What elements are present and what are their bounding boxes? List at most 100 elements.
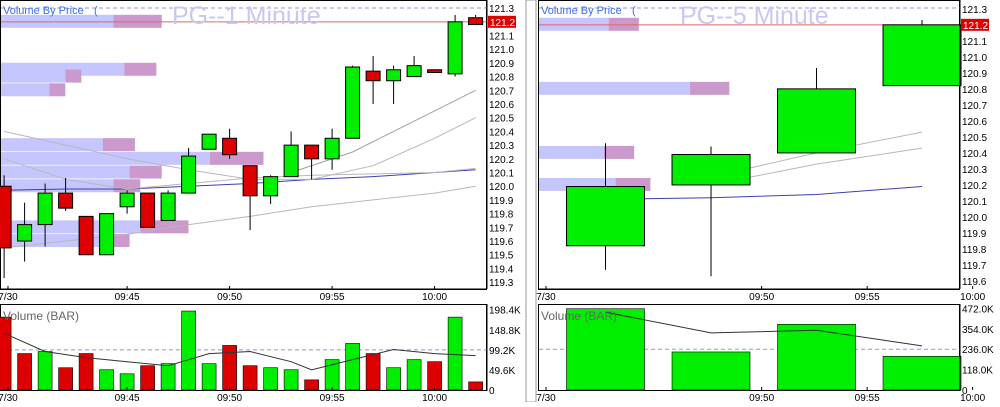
price-tick-label: 119.9: [962, 229, 987, 240]
volume-by-price-down-bar: [124, 62, 157, 76]
volume-by-price-down-bar: [65, 69, 82, 83]
last-price-tag: [488, 15, 516, 28]
candle-up: [324, 137, 340, 160]
candle-down: [140, 192, 156, 228]
time-tick-label: 09:55: [855, 393, 880, 402]
chart-title: PG--1 Minute: [172, 2, 321, 30]
time-tick-label: 10:00: [960, 292, 985, 303]
volume-bar-up: [160, 363, 176, 391]
price-pane-1min[interactable]: PG--1 Minute Volume By Price ( 121.3 121.…: [0, 0, 516, 303]
volume-bar-up: [671, 351, 751, 391]
candle-up: [882, 24, 962, 87]
price-tick-label: 121.0: [962, 53, 987, 64]
volume-pane-title: Volume (BAR): [3, 309, 79, 323]
last-price-label: 121.2: [490, 18, 515, 29]
candle-up: [447, 21, 463, 75]
volume-by-price-marker: (: [632, 5, 636, 17]
time-tick-label: 7/30: [536, 393, 556, 402]
window-separator[interactable]: [525, 0, 537, 403]
volume-bar-up: [201, 363, 217, 391]
volume-pane-1min[interactable]: Volume (BAR) 198.4K 148.8K 99.2K 49.6K 0 7/30…: [0, 304, 521, 404]
price-tick-label: 119.4: [489, 264, 514, 275]
price-tick-label: 119.8: [962, 245, 987, 256]
price-pane-5min[interactable]: PG--5 Minute Volume By Price ( 121.3 121.…: [536, 0, 989, 303]
volume-bar-up: [99, 369, 114, 391]
price-tick-label: 120.4: [962, 149, 987, 160]
volume-by-price-label: Volume By Price: [3, 5, 84, 17]
price-tick-label: 119.5: [489, 251, 514, 262]
price-tick-label: 119.6: [489, 237, 514, 248]
price-tick-label: 120.3: [489, 141, 514, 152]
time-tick-label: 09:50: [217, 393, 242, 402]
volume-average-line: [605, 311, 923, 347]
price-tick-label: 120.9: [962, 69, 987, 80]
volume-bar-down: [78, 353, 94, 391]
candle-down: [427, 69, 443, 74]
volume-bar-up: [37, 351, 53, 391]
time-tick-label: 09:50: [217, 292, 242, 303]
volume-tick-label: 118.0K: [962, 366, 993, 377]
volume-bar-up: [882, 355, 962, 391]
volume-bar-down: [0, 316, 12, 391]
price-tick-label: 119.9: [489, 196, 514, 207]
price-tick-label: 119.8: [489, 210, 514, 221]
candle-up: [181, 155, 197, 194]
time-tick-label: 7/30: [0, 292, 18, 303]
volume-by-price-down-bar: [129, 165, 162, 179]
candle-up: [386, 69, 402, 82]
volume-by-price-up-bar: [539, 81, 690, 95]
volume-pane-5min[interactable]: Volume (BAR) 472.0K 354.0K 236.0K 118.0K 0 7/…: [536, 304, 994, 404]
chart-title: PG--5 Minute: [680, 2, 829, 30]
volume-by-price-up-bar: [1, 138, 103, 152]
volume-average-line: [3, 332, 476, 371]
candle-up: [160, 192, 176, 221]
price-tick-label: 119.7: [489, 223, 514, 234]
price-tick-label: 120.0: [962, 213, 987, 224]
volume-bar-up: [447, 316, 463, 391]
price-tick-label: 121.0: [489, 45, 514, 56]
price-tick-label: 120.3: [962, 165, 987, 176]
volume-tick-label: 0: [489, 386, 495, 397]
volume-bar-down: [242, 365, 258, 391]
price-tick-label: 121.1: [489, 32, 514, 43]
time-tick-label: 09:55: [320, 393, 345, 402]
candle-up: [566, 186, 646, 247]
price-tick-label: 121.3: [489, 4, 514, 15]
volume-tick-label: 0: [962, 386, 968, 397]
candle-up: [671, 154, 751, 186]
last-price-label: 121.2: [963, 21, 988, 32]
volume-bar-up: [345, 343, 360, 391]
price-tick-label: 120.4: [489, 127, 514, 138]
volume-by-price-down-bar: [113, 179, 141, 193]
volume-tick-label: 354.0K: [962, 325, 994, 336]
candle-down: [242, 165, 258, 197]
time-tick-label: 09:50: [749, 292, 774, 303]
candle-up: [119, 192, 135, 208]
price-tick-label: 120.2: [962, 181, 987, 192]
moving-average-line: [605, 186, 923, 200]
volume-tick-label: 472.0K: [962, 304, 994, 315]
time-tick-label: 10:00: [422, 292, 447, 303]
time-tick-label: 09:45: [115, 292, 140, 303]
volume-bar-down: [17, 353, 32, 391]
candle-down: [304, 144, 320, 160]
volume-tick-label: 99.2K: [489, 346, 515, 357]
price-tick-label: 119.6: [962, 277, 987, 288]
price-tick-label: 120.6: [489, 100, 514, 111]
price-tick-label: 120.7: [489, 86, 514, 97]
volume-by-price-up-bar: [1, 151, 210, 165]
volume-by-price-label: Volume By Price: [541, 5, 622, 17]
candle-down: [58, 192, 74, 209]
time-tick-label: 09:55: [855, 292, 880, 303]
volume-tick-label: 49.6K: [489, 366, 515, 377]
volume-by-price-up-bar: [1, 83, 50, 97]
volume-bar-down: [140, 365, 155, 391]
time-tick-label: 7/30: [536, 292, 556, 303]
time-tick-label: 10:00: [422, 393, 447, 402]
volume-bar-down: [468, 381, 483, 391]
price-tick-label: 119.3: [489, 278, 514, 289]
candle-up: [345, 66, 361, 139]
price-tick-label: 120.9: [489, 59, 514, 70]
price-tick-label: 120.8: [489, 73, 514, 84]
